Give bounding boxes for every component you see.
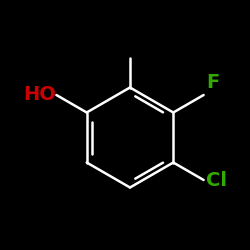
Text: HO: HO bbox=[24, 86, 56, 104]
Text: Cl: Cl bbox=[206, 170, 227, 190]
Text: F: F bbox=[206, 74, 219, 92]
